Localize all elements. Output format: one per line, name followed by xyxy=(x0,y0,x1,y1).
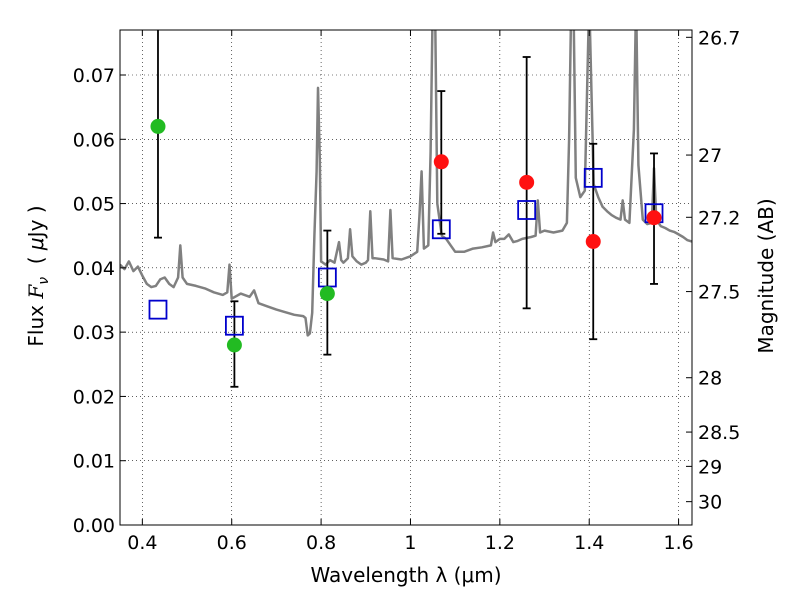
data-point xyxy=(646,210,662,226)
y2-tick-label: 29 xyxy=(698,456,722,478)
data-point xyxy=(433,154,449,170)
data-point xyxy=(519,174,535,190)
y-tick-label: 0.07 xyxy=(73,65,115,87)
y-tick-label: 0.00 xyxy=(73,515,115,537)
y-axis-label-open: ( xyxy=(24,250,48,277)
x-tick-label: 1.2 xyxy=(485,532,515,554)
data-point xyxy=(226,337,242,353)
x-axis-label: Wavelength λ (μm) xyxy=(310,563,501,587)
x-tick-label: 1 xyxy=(404,532,416,554)
spectrum-layer xyxy=(120,30,692,337)
model-square xyxy=(431,219,451,240)
y-tick-label: 0.01 xyxy=(73,451,115,473)
y-axis-label-mu: μ xyxy=(24,237,48,251)
y-axis-label-prefix: Flux xyxy=(24,299,48,347)
x-tick-label: 1.4 xyxy=(574,532,604,554)
y-axis-label-var: F xyxy=(24,284,48,300)
data-point xyxy=(150,118,166,134)
x-tick-label: 1.6 xyxy=(663,532,693,554)
model-square xyxy=(583,167,603,188)
y2-axis-label: Magnitude (AB) xyxy=(754,198,778,353)
data-point xyxy=(319,286,335,302)
y2-tick-label: 30 xyxy=(698,492,722,514)
y2-tick-label: 26.7 xyxy=(698,27,740,49)
y-tick-label: 0.06 xyxy=(73,129,115,151)
y-axis-label: Flux Fν ( μJy ) xyxy=(24,205,52,346)
spectrum-line xyxy=(120,30,692,337)
plot-frame xyxy=(119,29,693,526)
y-tick-label: 0.03 xyxy=(73,322,115,344)
y2-tick-label: 28 xyxy=(698,368,722,390)
x-tick-label: 0.6 xyxy=(217,532,247,554)
y-axis-label-sub: ν xyxy=(36,277,52,285)
x-tick-label: 0.8 xyxy=(306,532,336,554)
data-point xyxy=(585,234,601,249)
model-square xyxy=(517,200,537,220)
y-tick-label: 0.04 xyxy=(73,258,115,280)
y-tick-label: 0.02 xyxy=(73,386,115,408)
axis-ticks: 0.4 0.6 0.8 1 1.2 1.4 1.6 0.00 0.01 0.02 0.03 0.04 0… xyxy=(73,27,741,554)
x-tick-label: 0.4 xyxy=(127,532,157,554)
y-axis-label-rest: Jy ) xyxy=(24,205,48,239)
y2-tick-label: 27.5 xyxy=(698,282,740,304)
model-square xyxy=(224,315,244,336)
data-points-layer xyxy=(148,30,664,388)
y2-tick-label: 27 xyxy=(698,145,722,167)
y2-tick-label: 28.5 xyxy=(698,422,740,444)
y-tick-label: 0.05 xyxy=(73,194,115,216)
model-square xyxy=(148,299,168,320)
y2-tick-label: 27.2 xyxy=(698,207,740,229)
